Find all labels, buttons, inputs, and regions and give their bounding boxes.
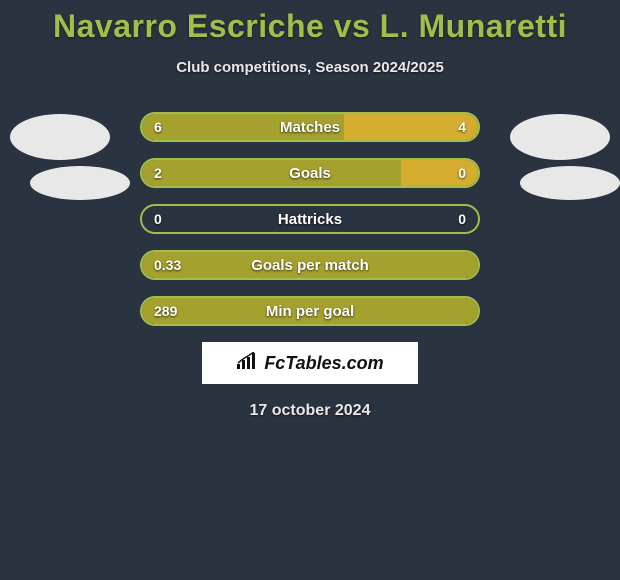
- player-left-avatar: [10, 114, 110, 160]
- site-logo[interactable]: FcTables.com: [202, 342, 418, 384]
- stat-bar: 0 0Hattricks: [140, 204, 480, 234]
- site-logo-text: FcTables.com: [264, 353, 383, 374]
- bar-value-left: 2: [154, 160, 162, 186]
- comparison-chart: 64Matches20Goals00Hattricks0.33Goals per…: [0, 112, 620, 326]
- bar-value-right: 0: [458, 206, 466, 232]
- stat-bar: 20Goals: [140, 158, 480, 188]
- bar-fill-left: [142, 114, 344, 140]
- player-right-avatar: [510, 114, 610, 160]
- bar-fill-left: [142, 298, 478, 324]
- bar-fill-right: [401, 160, 478, 186]
- bar-fill-left: [142, 252, 478, 278]
- bar-value-left: 289: [154, 298, 177, 324]
- chart-icon: [236, 352, 258, 375]
- bar-value-left: 6: [154, 114, 162, 140]
- stat-bar: 0.33Goals per match: [140, 250, 480, 280]
- bars-container: 64Matches20Goals00Hattricks0.33Goals per…: [140, 112, 480, 326]
- bar-value-right: 4: [458, 114, 466, 140]
- bar-value-left: 0.33: [154, 252, 181, 278]
- page-title: Navarro Escriche vs L. Munaretti: [0, 0, 620, 45]
- stat-bar: 64Matches: [140, 112, 480, 142]
- bar-label: Hattricks: [142, 206, 478, 232]
- bar-fill-left: [142, 160, 401, 186]
- subtitle: Club competitions, Season 2024/2025: [0, 59, 620, 76]
- snapshot-date: 17 october 2024: [0, 402, 620, 420]
- stat-bar: 289Min per goal: [140, 296, 480, 326]
- bar-value-left: 0: [154, 206, 162, 232]
- bar-value-right: 0: [458, 160, 466, 186]
